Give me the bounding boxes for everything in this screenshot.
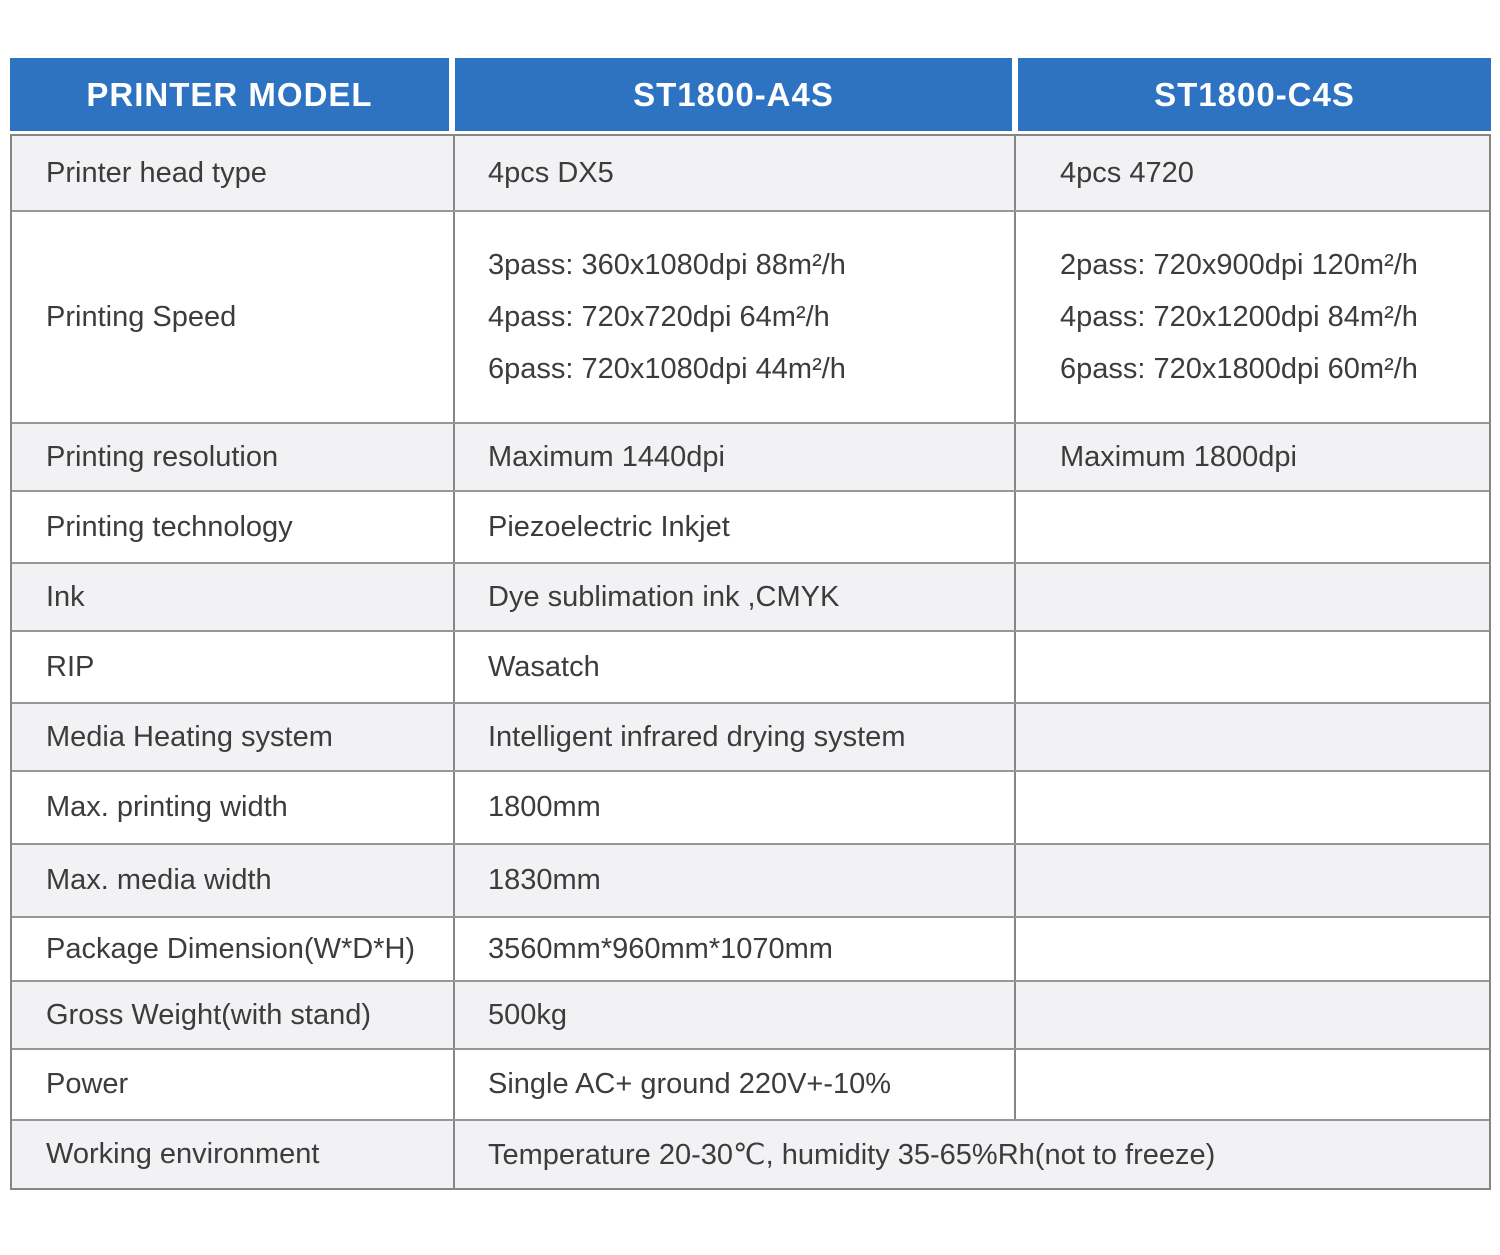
cell-a4s: 1800mm — [455, 772, 1016, 843]
cell-working-environment-value: Temperature 20-30℃, humidity 35-65%Rh(no… — [488, 1139, 1216, 1171]
cell-a4s: Piezoelectric Inkjet — [455, 492, 1016, 562]
cell-c4s — [1016, 845, 1489, 916]
table-row-rip: RIP Wasatch — [12, 632, 1489, 704]
row-label: Printer head type — [12, 136, 455, 210]
row-label: Max. media width — [12, 845, 455, 916]
speed-line: 3pass: 360x1080dpi 88m²/h — [488, 249, 846, 281]
speed-line: 6pass: 720x1080dpi 44m²/h — [488, 353, 846, 385]
cell-a4s: 500kg — [455, 982, 1016, 1048]
row-label: Printing technology — [12, 492, 455, 562]
row-label: Ink — [12, 564, 455, 630]
cell-a4s: 3560mm*960mm*1070mm — [455, 918, 1016, 980]
header-cell-printer-model: PRINTER MODEL — [10, 58, 455, 131]
table-row-printer-head-type: Printer head type 4pcs DX5 4pcs 4720 — [12, 136, 1489, 212]
table-row-media-heating-system: Media Heating system Intelligent infrare… — [12, 704, 1489, 772]
table-row-printing-speed: Printing Speed 3pass: 360x1080dpi 88m²/h… — [12, 212, 1489, 424]
row-label: Max. printing width — [12, 772, 455, 843]
speed-line: 6pass: 720x1800dpi 60m²/h — [1060, 353, 1418, 385]
speed-line: 2pass: 720x900dpi 120m²/h — [1060, 249, 1418, 281]
table-row-printing-resolution: Printing resolution Maximum 1440dpi Maxi… — [12, 424, 1489, 492]
row-label: Power — [12, 1050, 455, 1119]
header-cell-st1800-c4s: ST1800-C4S — [1018, 58, 1491, 131]
printer-spec-table: PRINTER MODEL ST1800-A4S ST1800-C4S Prin… — [10, 58, 1491, 1190]
cell-c4s — [1016, 704, 1489, 770]
cell-c4s — [1016, 1050, 1489, 1119]
cell-c4s: 4pcs 4720 — [1060, 156, 1194, 189]
cell-a4s: 1830mm — [455, 845, 1016, 916]
row-label: Gross Weight(with stand) — [12, 982, 455, 1048]
table-header: PRINTER MODEL ST1800-A4S ST1800-C4S — [10, 58, 1491, 131]
cell-c4s — [1016, 564, 1489, 630]
cell-a4s: Intelligent infrared drying system — [455, 704, 1016, 770]
cell-c4s: Maximum 1800dpi — [1060, 440, 1297, 473]
row-label: Media Heating system — [12, 704, 455, 770]
cell-c4s — [1016, 772, 1489, 843]
cell-c4s — [1016, 918, 1489, 980]
cell-a4s: 3pass: 360x1080dpi 88m²/h 4pass: 720x720… — [455, 212, 1016, 422]
table-row-package-dimension: Package Dimension(W*D*H) 3560mm*960mm*10… — [12, 918, 1489, 982]
cell-a4s: Maximum 1440dpi — [455, 424, 1016, 490]
cell-c4s: 2pass: 720x900dpi 120m²/h 4pass: 720x120… — [1016, 212, 1489, 422]
table-row-max-printing-width: Max. printing width 1800mm — [12, 772, 1489, 845]
row-label: Package Dimension(W*D*H) — [12, 918, 455, 980]
cell-a4s: Single AC+ ground 220V+-10% — [455, 1050, 1016, 1119]
cell-c4s — [1016, 632, 1489, 702]
header-cell-st1800-a4s: ST1800-A4S — [455, 58, 1018, 131]
cell-c4s — [1016, 492, 1489, 562]
row-label: RIP — [12, 632, 455, 702]
table-row-gross-weight: Gross Weight(with stand) 500kg — [12, 982, 1489, 1050]
table-row-working-environment: Working environment Temperature 20-30℃, … — [12, 1121, 1489, 1188]
table-row-ink: Ink Dye sublimation ink ,CMYK — [12, 564, 1489, 632]
row-label: Printing Speed — [12, 212, 455, 422]
table-row-printing-technology: Printing technology Piezoelectric Inkjet — [12, 492, 1489, 564]
row-label: Printing resolution — [12, 424, 455, 490]
table-row-power: Power Single AC+ ground 220V+-10% — [12, 1050, 1489, 1121]
cell-a4s: Dye sublimation ink ,CMYK — [455, 564, 1016, 630]
row-label: Working environment — [12, 1121, 455, 1188]
table-row-max-media-width: Max. media width 1830mm — [12, 845, 1489, 918]
cell-a4s: Wasatch — [455, 632, 1016, 702]
speed-line: 4pass: 720x1200dpi 84m²/h — [1060, 301, 1418, 333]
cell-c4s — [1016, 982, 1489, 1048]
speed-line: 4pass: 720x720dpi 64m²/h — [488, 301, 830, 333]
cell-a4s: 4pcs DX5 — [455, 136, 1016, 210]
table-body: Printer head type 4pcs DX5 4pcs 4720 Pri… — [10, 134, 1491, 1190]
